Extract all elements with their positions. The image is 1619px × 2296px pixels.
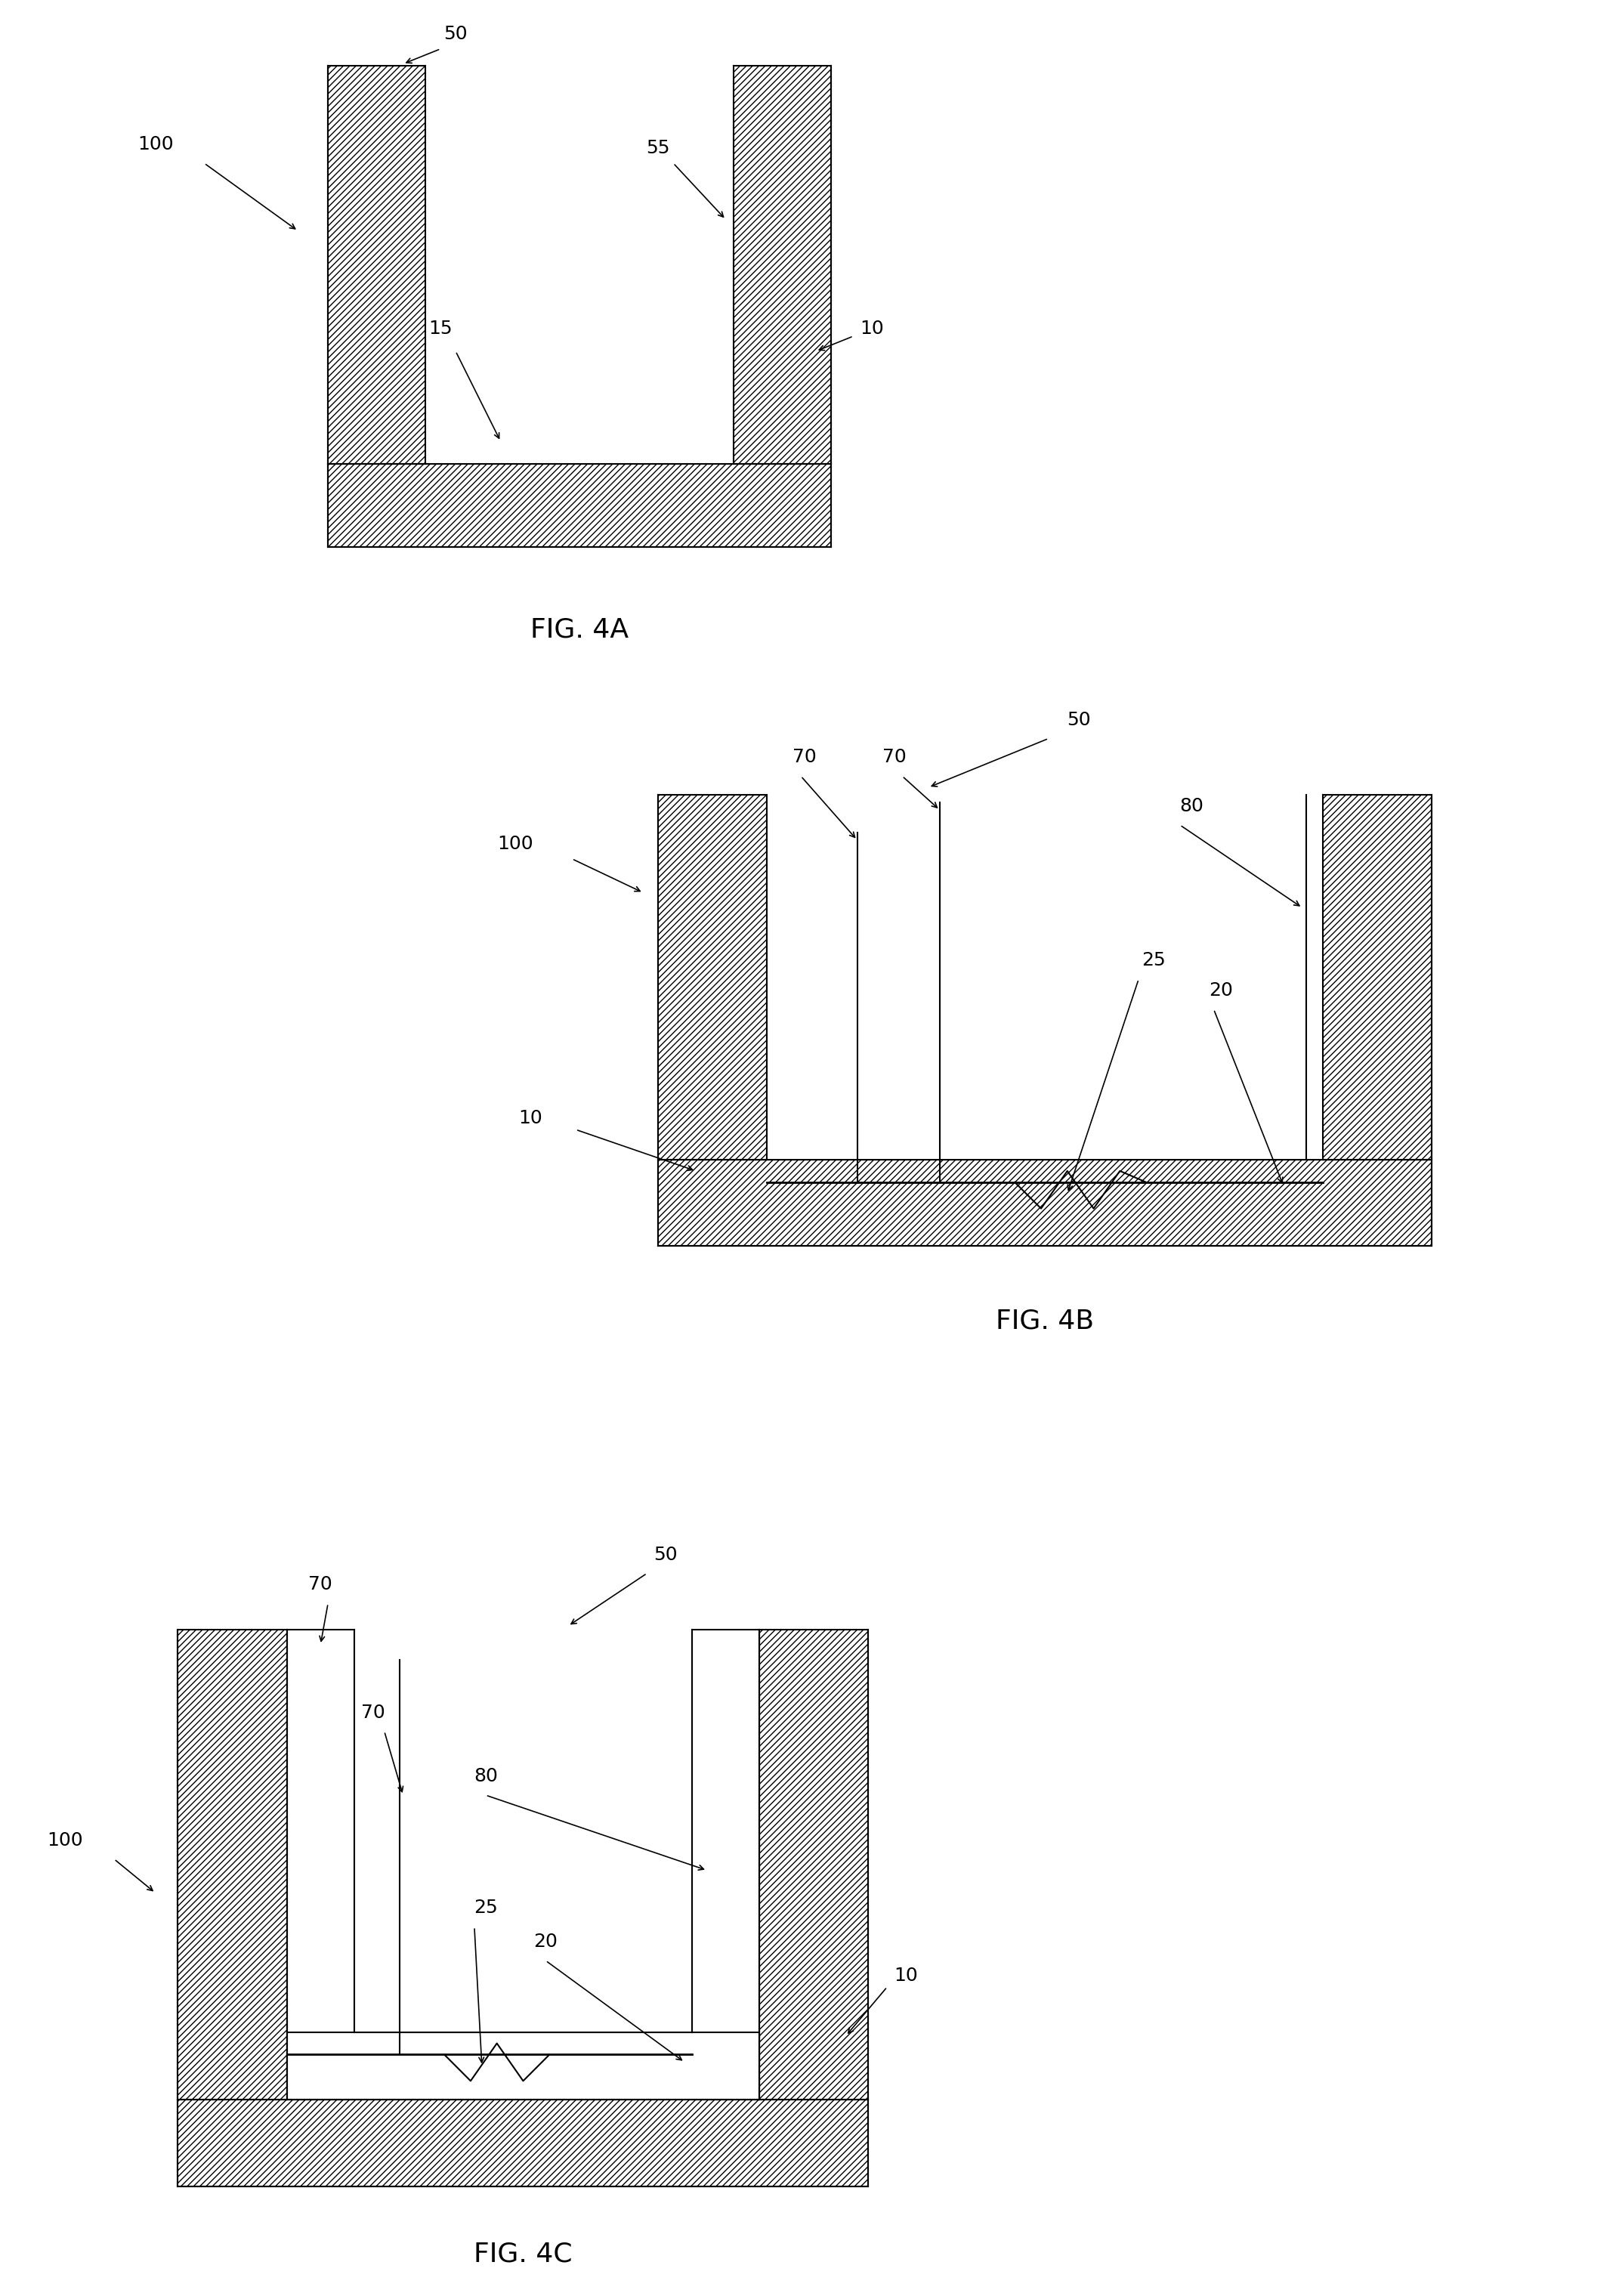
Text: 55: 55 xyxy=(646,140,670,156)
Text: 50: 50 xyxy=(444,25,468,44)
Text: 20: 20 xyxy=(534,1933,557,1952)
Text: 80: 80 xyxy=(474,1768,497,1786)
Bar xyxy=(355,1630,691,2032)
Bar xyxy=(659,794,767,1159)
Bar xyxy=(426,64,733,464)
Text: 10: 10 xyxy=(518,1109,542,1127)
Text: 70: 70 xyxy=(793,748,816,767)
Bar xyxy=(329,464,831,546)
Text: FIG. 4A: FIG. 4A xyxy=(531,618,628,643)
Text: 15: 15 xyxy=(429,319,453,338)
Text: FIG. 4C: FIG. 4C xyxy=(474,2241,573,2266)
Bar xyxy=(287,2032,759,2101)
Text: 50: 50 xyxy=(1067,712,1091,728)
Text: 25: 25 xyxy=(474,1899,497,1917)
Bar xyxy=(733,64,831,464)
Bar xyxy=(287,1630,759,2101)
Bar xyxy=(759,1630,868,2101)
Text: FIG. 4B: FIG. 4B xyxy=(996,1309,1094,1334)
Text: 10: 10 xyxy=(894,1968,918,1984)
Bar xyxy=(178,2101,868,2186)
Bar xyxy=(329,64,426,464)
Bar xyxy=(659,1159,1431,1247)
Text: 20: 20 xyxy=(1209,980,1234,999)
Text: 100: 100 xyxy=(47,1832,83,1848)
Text: 25: 25 xyxy=(1141,951,1166,969)
Text: 100: 100 xyxy=(497,836,534,852)
Text: 70: 70 xyxy=(361,1704,385,1722)
Bar xyxy=(767,794,1323,1159)
Text: 10: 10 xyxy=(860,319,884,338)
Text: 80: 80 xyxy=(1179,797,1203,815)
Text: 100: 100 xyxy=(138,135,173,154)
Text: 50: 50 xyxy=(654,1545,678,1564)
Bar xyxy=(287,1630,355,2101)
Bar xyxy=(178,1630,287,2101)
Bar xyxy=(691,1630,759,2101)
Bar xyxy=(1323,794,1431,1159)
Text: 70: 70 xyxy=(309,1575,332,1593)
Text: 70: 70 xyxy=(882,748,907,767)
